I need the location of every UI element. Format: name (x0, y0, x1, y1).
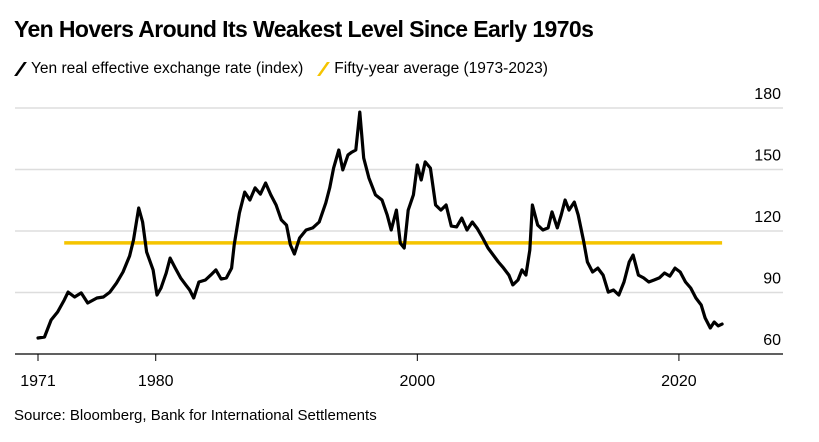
x-tick-label-1980: 1980 (138, 373, 174, 390)
y-tick-label-90: 90 (763, 271, 781, 288)
chart-legend: Yen real effective exchange rate (index)… (14, 60, 562, 78)
series-group (36, 110, 724, 340)
legend-item-average: Fifty-year average (1973-2023) (317, 60, 548, 78)
x-tick-label-2000: 2000 (400, 373, 436, 390)
legend-label-average: Fifty-year average (1973-2023) (334, 60, 548, 77)
x-axis: 1971 1980 2000 2020 (15, 353, 783, 390)
y-tick-label-180: 180 (754, 86, 781, 103)
y-tick-label-120: 120 (754, 209, 781, 226)
x-tick-label-2020: 2020 (661, 373, 697, 390)
y-axis: 60 90 120 150 180 (754, 86, 781, 349)
series-line-reer (36, 110, 724, 340)
legend-label-reer: Yen real effective exchange rate (index) (31, 60, 304, 77)
grid-lines (15, 107, 783, 294)
chart-title: Yen Hovers Around Its Weakest Level Sinc… (14, 16, 594, 42)
y-tick-label-60: 60 (763, 332, 781, 349)
y-tick-label-150: 150 (754, 148, 781, 165)
source-note: Source: Bloomberg, Bank for Internationa… (14, 407, 377, 424)
legend-item-reer: Yen real effective exchange rate (index) (14, 60, 303, 78)
x-tick-label-1971: 1971 (20, 373, 56, 390)
